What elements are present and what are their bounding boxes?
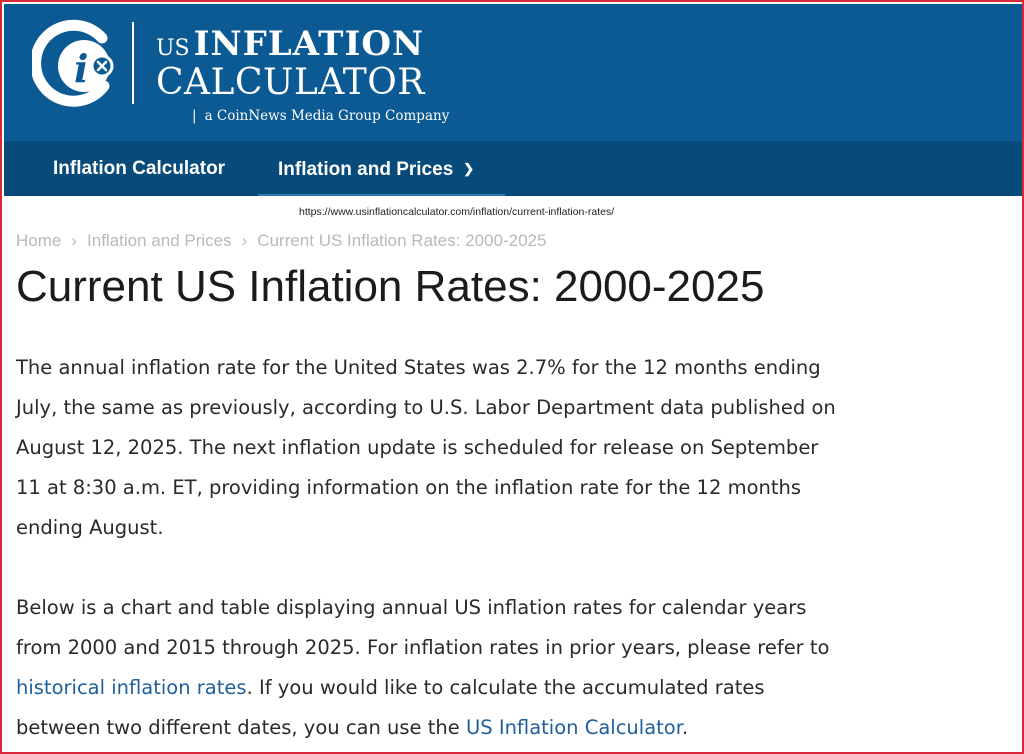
- chart-intro-paragraph: Below is a chart and table displaying an…: [16, 588, 1006, 748]
- us-inflation-calculator-link[interactable]: US Inflation Calculator: [465, 716, 682, 739]
- intro-line: The annual inflation rate for the United…: [16, 356, 821, 379]
- ci-logo-icon: i: [32, 19, 114, 107]
- logo-calculator: CALCULATOR: [156, 62, 425, 103]
- site-header: i US INFLATION CALCULATOR | a CoinNews Med…: [4, 4, 1022, 141]
- main-nav: Inflation Calculator Inflation and Price…: [4, 141, 1022, 196]
- intro-paragraph: The annual inflation rate for the United…: [16, 348, 1006, 548]
- tagline-text: a CoinNews Media Group Company: [204, 108, 450, 124]
- breadcrumb-current: Current US Inflation Rates: 2000-2025: [257, 231, 547, 250]
- chart-intro-period: .: [681, 716, 689, 739]
- chart-intro-text: between two different dates, you can use…: [16, 716, 466, 739]
- chevron-down-icon: ❯: [463, 161, 475, 176]
- logo-inflation: INFLATION: [193, 24, 425, 64]
- svg-text:i: i: [74, 46, 88, 91]
- nav-inflation-and-prices-label: Inflation and Prices: [278, 159, 454, 180]
- chart-intro-line: historical inflation rates. If you would…: [16, 668, 1006, 708]
- breadcrumb: Home › Inflation and Prices › Current US Inf…: [16, 231, 546, 251]
- logo-title: US INFLATION: [156, 24, 424, 64]
- nav-inflation-and-prices[interactable]: Inflation and Prices ❯: [258, 141, 505, 196]
- logo-tagline: | a CoinNews Media Group Company: [192, 108, 449, 124]
- chart-intro-line: from 2000 and 2015 through 2025. For inf…: [16, 636, 830, 659]
- chart-intro-text: . If you would like to calculate the acc…: [246, 676, 765, 699]
- historical-inflation-rates-link[interactable]: historical inflation rates: [16, 676, 247, 699]
- chart-intro-line: Below is a chart and table displaying an…: [16, 596, 807, 619]
- intro-line: August 12, 2025. The next inflation upda…: [16, 436, 819, 459]
- chart-intro-line: between two different dates, you can use…: [16, 708, 1006, 748]
- page-title: Current US Inflation Rates: 2000-2025: [16, 262, 765, 311]
- logo-divider: [132, 22, 134, 104]
- breadcrumb-home[interactable]: Home: [16, 231, 62, 250]
- intro-line: July, the same as previously, according …: [16, 396, 836, 419]
- breadcrumb-separator: ›: [71, 231, 78, 250]
- tagline-bar: |: [192, 108, 197, 124]
- breadcrumb-inflation-and-prices[interactable]: Inflation and Prices: [87, 231, 232, 250]
- breadcrumb-separator: ›: [241, 231, 248, 250]
- url-tooltip: https://www.usinflationcalculator.com/in…: [293, 204, 621, 220]
- intro-line: 11 at 8:30 a.m. ET, providing informatio…: [16, 476, 802, 499]
- intro-line: ending August.: [16, 516, 164, 539]
- nav-inflation-calculator[interactable]: Inflation Calculator: [53, 158, 226, 179]
- logo-us: US: [156, 36, 190, 61]
